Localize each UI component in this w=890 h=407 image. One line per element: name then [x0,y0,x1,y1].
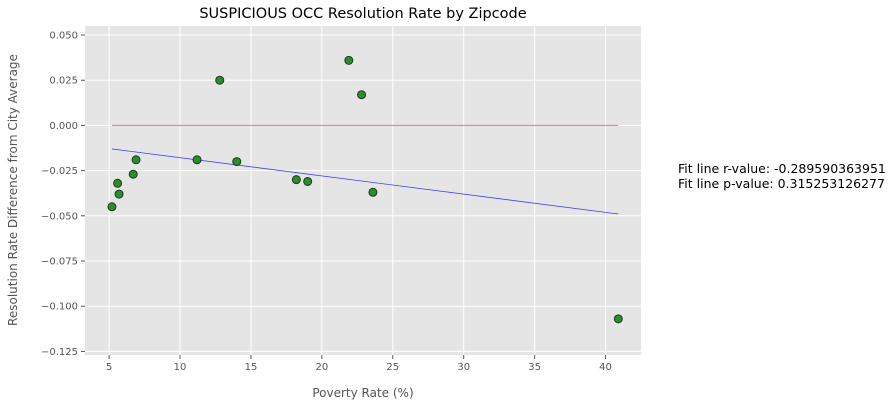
x-tick-label: 25 [386,362,399,373]
x-tick-label: 35 [528,362,541,373]
x-tick-label: 5 [106,362,112,373]
plot-area [85,26,641,355]
y-axis-label: Resolution Rate Difference from City Ave… [6,54,20,326]
data-point [192,155,202,165]
data-point [344,55,354,65]
data-point [113,178,123,188]
data-point [232,157,242,167]
x-tick-label: 20 [316,362,329,373]
x-axis-label: Poverty Rate (%) [312,386,413,400]
y-tick-label: −0.075 [41,257,78,268]
data-point [303,176,313,186]
y-tick-label: −0.125 [41,347,78,358]
data-point [131,155,141,165]
chart-title: SUSPICIOUS OCC Resolution Rate by Zipcod… [199,6,526,22]
data-point [357,90,367,100]
y-tick-label: −0.025 [41,166,78,177]
y-tick-label: 0.025 [49,76,78,87]
x-tick-label: 10 [174,362,187,373]
y-axis-ticks: −0.125 −0.100 −0.075 −0.050 −0.025 0.000 0.025… [41,31,85,358]
x-tick-label: 40 [599,362,612,373]
data-points [107,55,623,324]
y-tick-label: 0.050 [49,31,78,42]
y-tick-label: −0.100 [41,302,78,313]
data-point [613,314,623,324]
y-tick-label: −0.050 [41,211,78,222]
data-point [128,169,138,179]
x-tick-label: 15 [245,362,258,373]
x-tick-label: 30 [457,362,470,373]
data-point [291,175,301,185]
data-point [215,75,225,85]
x-axis-ticks: 5 10 15 20 25 30 35 40 [106,355,612,373]
data-point [114,189,124,199]
y-tick-label: 0.000 [49,121,78,132]
data-point [107,202,117,212]
fit-r-value-annotation: Fit line r-value: -0.289590363951 [678,161,886,176]
fit-p-value-annotation: Fit line p-value: 0.315253126277 [678,176,885,191]
data-point [368,187,378,197]
